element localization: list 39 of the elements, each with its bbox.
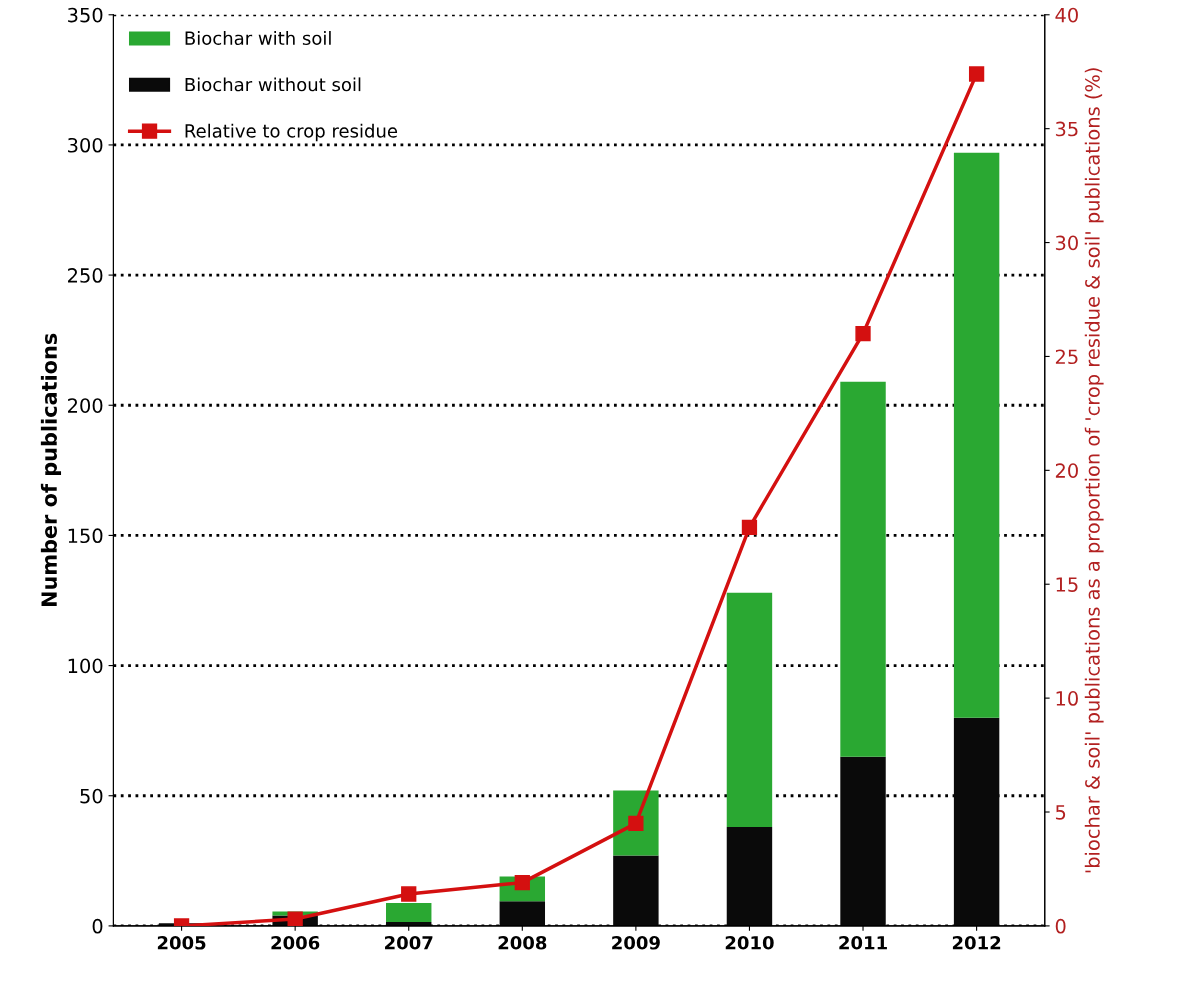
- bar: [726, 592, 773, 827]
- point: [741, 519, 758, 535]
- point: [855, 326, 871, 342]
- y2-axis-title: 'biochar & soil' publications as a proportion of 'crop residue & soil' publications (%): [1084, 68, 1104, 873]
- x-tick-label: 2012: [952, 935, 1001, 950]
- y-tick-label: 50: [80, 788, 103, 804]
- x-tick-label: 2008: [498, 935, 547, 950]
- y2-tick-label: 40: [1055, 7, 1078, 23]
- legend-label: Relative to crop residue: [185, 123, 398, 142]
- y2-tick-label: 30: [1055, 235, 1078, 251]
- y-tick-label: 200: [68, 398, 103, 413]
- point: [287, 911, 303, 926]
- legend-label: Biochar with soil: [185, 31, 331, 45]
- y-tick-label: 250: [68, 268, 103, 283]
- bar: [953, 152, 1000, 718]
- y2-tick-label: 10: [1056, 691, 1078, 706]
- y-tick-label: 100: [68, 658, 103, 674]
- y2-tick-label: 20: [1055, 463, 1078, 478]
- x-tick-label: 2010: [725, 935, 774, 950]
- x-tick-label: 2009: [612, 935, 660, 950]
- y-tick-label: 350: [68, 7, 103, 23]
- point: [968, 66, 985, 82]
- y-axis-title: Number of publications: [40, 333, 62, 606]
- y2-tick-label: 0: [1055, 918, 1066, 934]
- x-tick-label: 2011: [839, 935, 887, 950]
- legend-label: Biochar without soil: [185, 77, 361, 92]
- x-tick-label: 2006: [271, 935, 320, 950]
- x-tick-label: 2007: [385, 935, 433, 950]
- y2-tick-label: 15: [1056, 577, 1078, 592]
- y2-tick-label: 25: [1055, 349, 1078, 365]
- y2-tick-label: 5: [1055, 805, 1066, 820]
- y-tick-label: 300: [68, 137, 103, 153]
- y-tick-label: 150: [68, 528, 103, 544]
- bar: [386, 902, 432, 922]
- bar: [840, 381, 886, 757]
- y-tick-label: 0: [92, 918, 103, 934]
- y2-tick-label: 35: [1055, 121, 1078, 137]
- point: [401, 886, 417, 902]
- x-tick-label: 2005: [157, 935, 206, 950]
